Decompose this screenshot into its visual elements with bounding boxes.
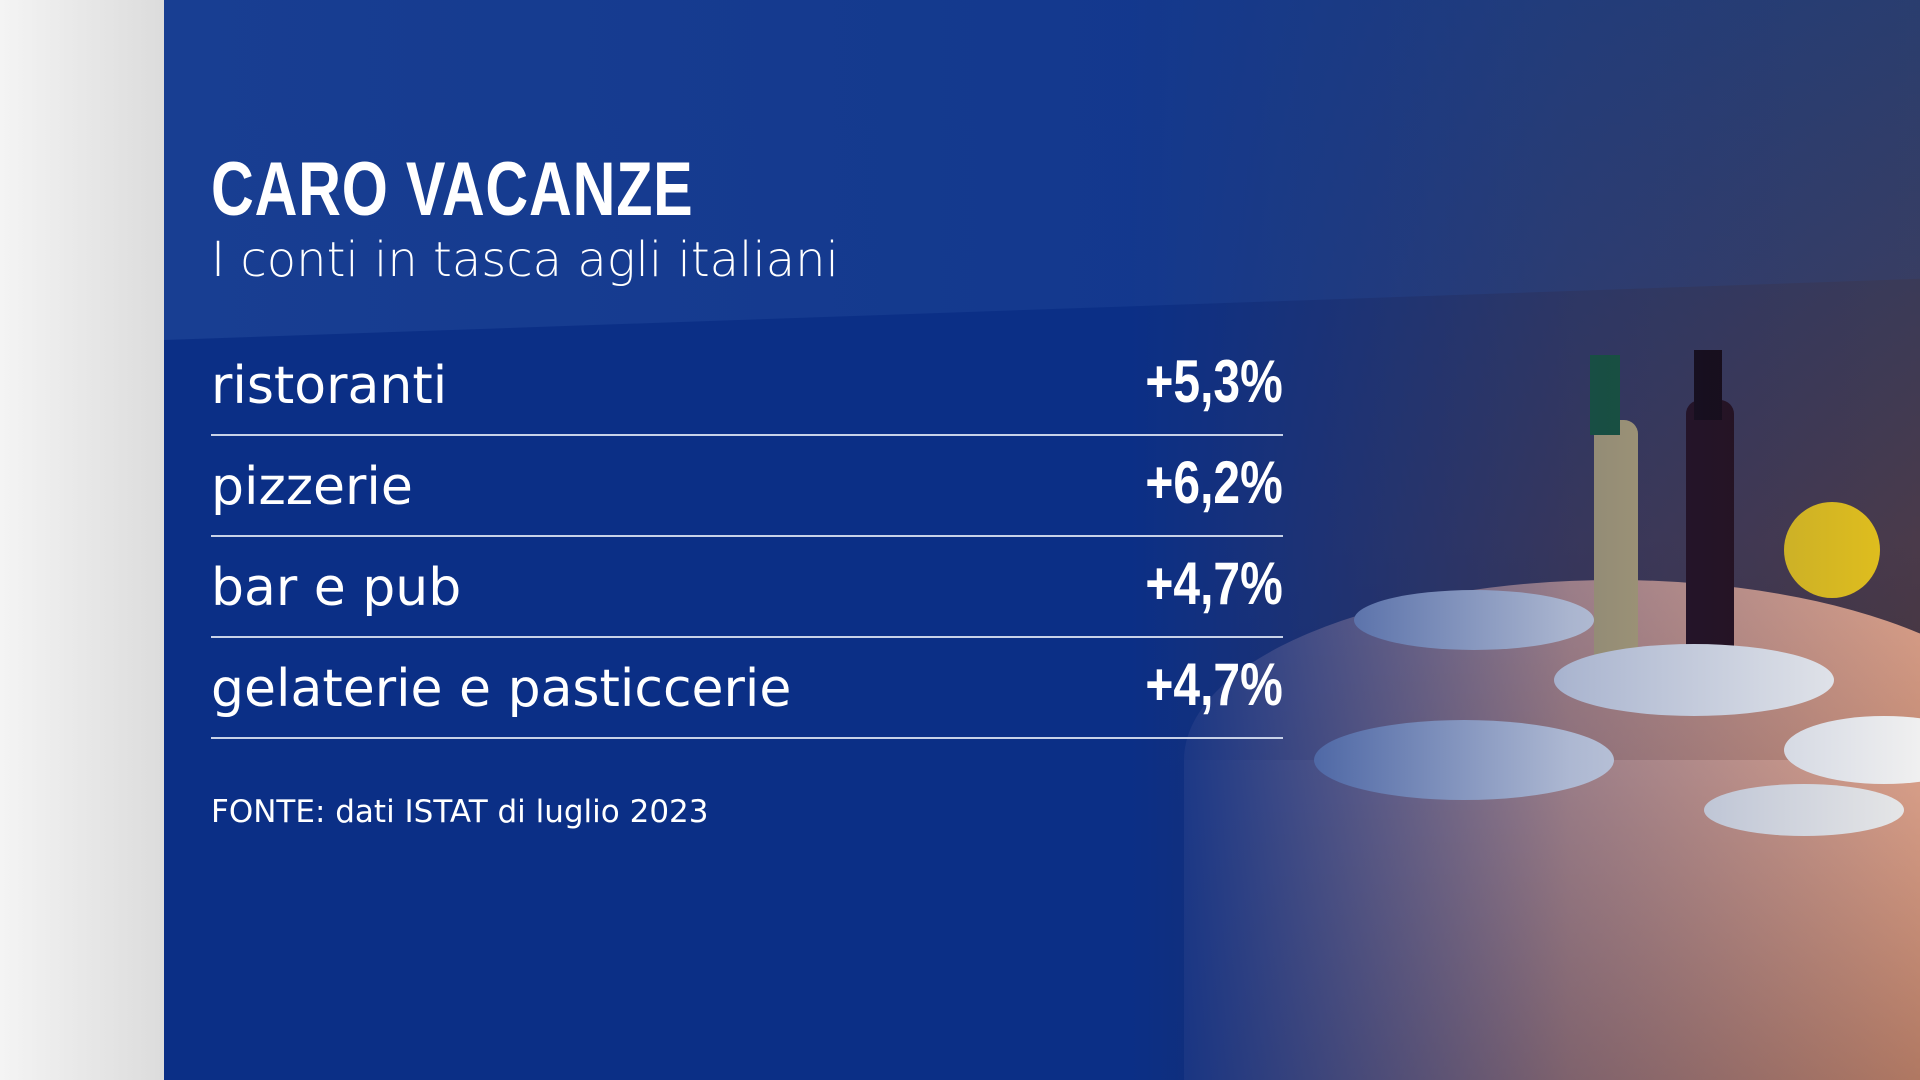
table-row: bar e pub +4,7%: [211, 536, 1283, 638]
table-row: pizzerie +6,2%: [211, 435, 1283, 537]
title: CARO VACANZE: [211, 147, 694, 232]
row-label: bar e pub: [211, 558, 462, 618]
row-label: gelaterie e pasticcerie: [211, 659, 792, 719]
row-value: +4,7%: [1145, 550, 1283, 617]
row-value: +4,7%: [1145, 651, 1283, 718]
table-row: gelaterie e pasticcerie +4,7%: [211, 637, 1283, 739]
row-label: ristoranti: [211, 356, 448, 416]
row-label: pizzerie: [211, 457, 413, 517]
side-strip: [0, 0, 164, 1080]
source-note: FONTE: dati ISTAT di luglio 2023: [211, 794, 709, 830]
subtitle: I conti in tasca agli italiani: [211, 232, 839, 288]
background-photo: [164, 0, 1920, 1080]
header-band: [164, 0, 1920, 340]
row-value: +6,2%: [1145, 449, 1283, 516]
row-value: +5,3%: [1145, 348, 1283, 415]
table-row: ristoranti +5,3%: [211, 334, 1283, 436]
